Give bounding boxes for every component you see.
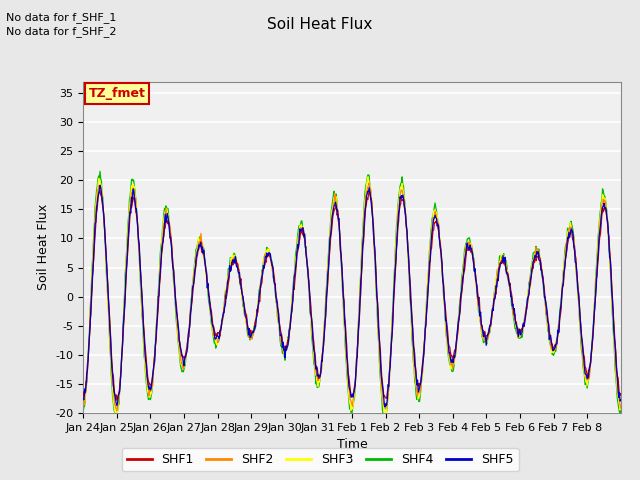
Text: No data for f_SHF_2: No data for f_SHF_2 [6, 26, 117, 37]
Text: TZ_fmet: TZ_fmet [89, 87, 146, 100]
Text: Soil Heat Flux: Soil Heat Flux [268, 17, 372, 32]
X-axis label: Time: Time [337, 438, 367, 451]
Y-axis label: Soil Heat Flux: Soil Heat Flux [36, 204, 50, 290]
Legend: SHF1, SHF2, SHF3, SHF4, SHF5: SHF1, SHF2, SHF3, SHF4, SHF5 [122, 448, 518, 471]
Text: No data for f_SHF_1: No data for f_SHF_1 [6, 12, 116, 23]
